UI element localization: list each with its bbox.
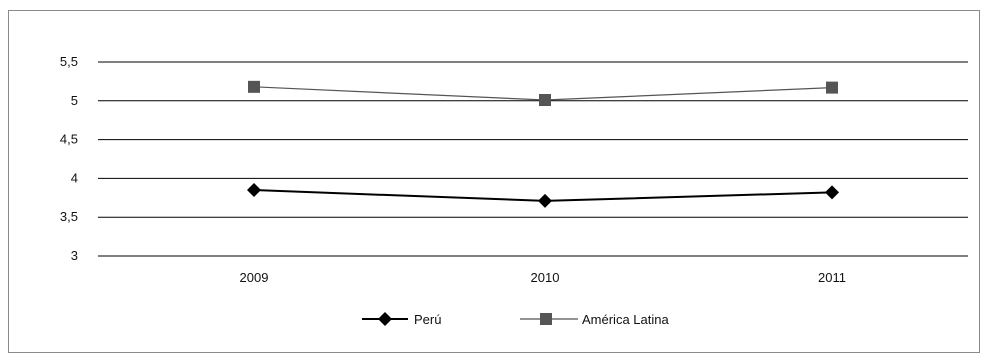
y-tick-label: 3,5: [60, 209, 78, 224]
legend-label-peru: Perú: [414, 312, 441, 327]
legend-marker-america-latina: [540, 313, 552, 325]
legend-label-america-latina: América Latina: [582, 312, 669, 327]
y-tick-label: 4,5: [60, 132, 78, 147]
data-point-america-latina: [248, 80, 260, 93]
legend-marker-peru: [378, 312, 392, 326]
data-point-peru: [247, 183, 261, 198]
x-tick-label: 2011: [818, 270, 846, 285]
y-tick-label: 3: [71, 248, 78, 263]
x-tick-label: 2010: [531, 270, 560, 285]
legend: Perú América Latina: [362, 312, 669, 327]
x-tick-label: 2009: [240, 270, 269, 285]
y-tick-label: 5: [71, 93, 78, 108]
y-tick-label: 4: [71, 170, 78, 185]
data-point-america-latina: [539, 94, 551, 107]
y-tick-label: 5,5: [60, 54, 78, 69]
gridlines: [98, 61, 968, 257]
chart-frame: [8, 10, 980, 353]
data-point-peru: [825, 185, 839, 200]
x-axis-tick-labels: 2009 2010 2011: [240, 270, 846, 285]
data-point-peru: [538, 193, 552, 208]
series-group: [247, 80, 839, 208]
y-axis-tick-labels: 3 3,5 4 4,5 5 5,5: [60, 54, 78, 263]
data-point-america-latina: [826, 81, 838, 94]
